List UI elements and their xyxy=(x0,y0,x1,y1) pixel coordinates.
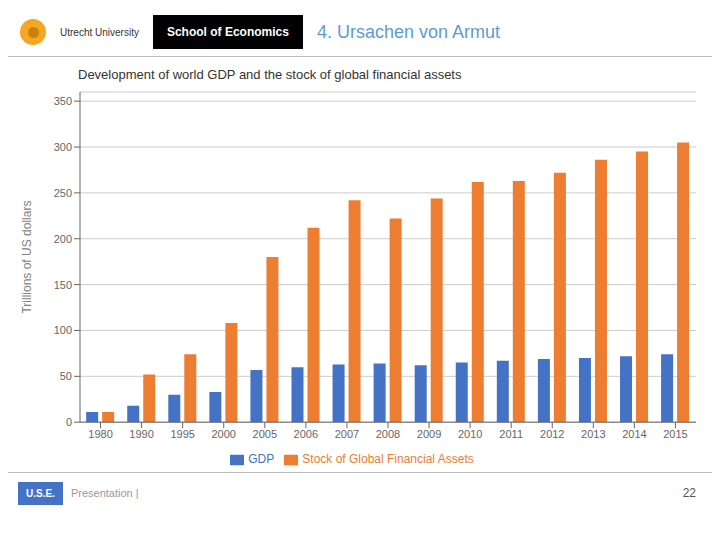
svg-text:150: 150 xyxy=(54,279,72,291)
html-text:Utrecht University: Utrecht University xyxy=(60,26,139,38)
svg-text:2012: 2012 xyxy=(540,428,564,440)
svg-text:300: 300 xyxy=(54,141,72,153)
svg-text:2007: 2007 xyxy=(335,428,359,440)
svg-text:2005: 2005 xyxy=(253,428,277,440)
svg-text:2000: 2000 xyxy=(211,428,235,440)
svg-text:2006: 2006 xyxy=(294,428,318,440)
html-text:School of Economics: School of Economics xyxy=(166,25,289,39)
html-text:22: 22 xyxy=(682,486,696,500)
html-text:U.S.E.: U.S.E. xyxy=(26,487,55,499)
html-text:Stock of Global Financial Asse: Stock of Global Financial Assets xyxy=(302,452,474,467)
svg-text:50: 50 xyxy=(60,370,72,382)
svg-text:2013: 2013 xyxy=(581,428,605,440)
svg-text:2011: 2011 xyxy=(499,428,523,440)
svg-text:2008: 2008 xyxy=(376,428,400,440)
svg-text:1980: 1980 xyxy=(88,428,112,440)
svg-text:0: 0 xyxy=(66,416,72,428)
svg-text:2015: 2015 xyxy=(663,428,687,440)
html-text:GDP: GDP xyxy=(248,452,275,467)
svg-text:1995: 1995 xyxy=(170,428,194,440)
svg-text:2010: 2010 xyxy=(458,428,482,440)
svg-text:100: 100 xyxy=(54,324,72,336)
html-text:4. Ursachen von Armut: 4. Ursachen von Armut xyxy=(316,21,500,42)
svg-text:1990: 1990 xyxy=(129,428,153,440)
svg-text:2014: 2014 xyxy=(622,428,646,440)
html-text:Development of world GDP and t: Development of world GDP and the stock o… xyxy=(78,67,462,82)
svg-text:2009: 2009 xyxy=(417,428,441,440)
svg-text:Trillions of US dollars: Trillions of US dollars xyxy=(20,201,34,314)
svg-text:200: 200 xyxy=(54,233,72,245)
svg-text:350: 350 xyxy=(54,95,72,107)
svg-text:250: 250 xyxy=(54,187,72,199)
html-text:Presentation |: Presentation | xyxy=(70,487,139,499)
